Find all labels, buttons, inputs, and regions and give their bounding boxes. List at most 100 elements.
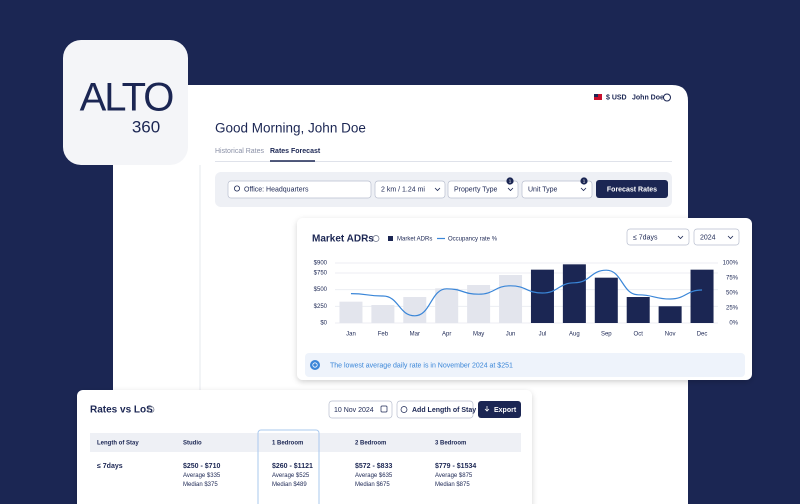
rate-average: Average $875 bbox=[435, 473, 473, 479]
help-icon[interactable] bbox=[372, 235, 380, 242]
location-value: Office: Headquarters bbox=[244, 186, 309, 193]
rates-title: Rates vs LoS bbox=[90, 405, 153, 416]
column-header: 2 Bedroom bbox=[355, 441, 386, 447]
stay-select[interactable] bbox=[626, 228, 690, 246]
forecast-button[interactable] bbox=[596, 180, 668, 198]
x-tick-label: Feb bbox=[378, 332, 389, 338]
rate-average: Average $335 bbox=[183, 473, 221, 479]
legend-swatch bbox=[388, 236, 393, 241]
logo-suffix: 360 bbox=[132, 117, 160, 136]
logout-icon[interactable] bbox=[663, 93, 671, 102]
export-icon bbox=[484, 406, 490, 412]
badge-count: 1 bbox=[509, 178, 512, 183]
pin-icon bbox=[233, 185, 240, 192]
y2-tick-label: 0% bbox=[729, 321, 738, 327]
tab-active[interactable]: Rates Forecast bbox=[270, 148, 321, 155]
currency[interactable]: $ USD bbox=[606, 94, 627, 101]
bar bbox=[499, 275, 523, 323]
legend-label: Occupancy rate % bbox=[448, 237, 498, 243]
info-text: The lowest average daily rate is in Nove… bbox=[330, 362, 513, 369]
info-bar bbox=[305, 353, 745, 377]
column-header: 3 Bedroom bbox=[435, 441, 466, 447]
rate-median: Median $375 bbox=[183, 482, 218, 488]
x-tick-label: Jan bbox=[346, 332, 356, 338]
calendar-icon bbox=[380, 405, 388, 413]
y-tick-label: $750 bbox=[314, 271, 328, 277]
year-select[interactable] bbox=[693, 228, 740, 246]
bar bbox=[562, 264, 586, 323]
chevron bbox=[677, 235, 684, 240]
export-label: Export bbox=[494, 407, 517, 414]
x-tick-label: Nov bbox=[665, 332, 676, 338]
column-header: 1 Bedroom bbox=[272, 441, 303, 447]
x-tick-label: Aug bbox=[569, 332, 580, 338]
x-tick-label: Dec bbox=[697, 332, 708, 338]
rate-median: Median $489 bbox=[272, 482, 307, 488]
rate-range: $572 - $833 bbox=[355, 463, 392, 470]
bar bbox=[467, 285, 491, 323]
chart-card bbox=[297, 218, 752, 380]
date-value: 10 Nov 2024 bbox=[334, 407, 374, 414]
bar bbox=[690, 269, 714, 323]
y2-tick-label: 100% bbox=[723, 261, 739, 267]
legend-label: Market ADRs bbox=[397, 237, 432, 243]
export-button[interactable] bbox=[478, 401, 521, 418]
column-header: Length of Stay bbox=[97, 441, 139, 447]
x-tick-label: May bbox=[473, 332, 484, 338]
x-tick-label: Sep bbox=[601, 332, 612, 338]
highlight-column bbox=[257, 429, 320, 504]
bar bbox=[339, 301, 363, 323]
bar bbox=[626, 297, 650, 323]
chevron bbox=[727, 235, 734, 240]
tab[interactable]: Historical Rates bbox=[215, 148, 265, 155]
table-header bbox=[90, 433, 521, 452]
info-icon-inner bbox=[312, 362, 318, 368]
bar bbox=[403, 297, 427, 323]
plus-icon bbox=[400, 406, 408, 413]
radius-select[interactable] bbox=[374, 180, 446, 199]
add-los-button[interactable] bbox=[396, 400, 474, 419]
x-tick-label: Apr bbox=[442, 332, 451, 338]
y2-tick-label: 50% bbox=[726, 291, 739, 297]
y-tick-label: $500 bbox=[314, 287, 328, 293]
badge bbox=[580, 177, 588, 185]
occupancy-line bbox=[350, 269, 703, 317]
x-tick-label: Mar bbox=[410, 332, 420, 338]
bar bbox=[435, 288, 459, 323]
y-tick-label: $250 bbox=[314, 304, 328, 310]
x-tick-label: Jun bbox=[506, 332, 516, 338]
y-tick-label: $0 bbox=[320, 321, 327, 327]
logo-wordmark: ALTO bbox=[80, 76, 174, 120]
chevron bbox=[580, 187, 587, 192]
bar bbox=[594, 277, 618, 323]
rate-range: $779 - $1534 bbox=[435, 463, 476, 470]
bar bbox=[530, 269, 554, 323]
chevron bbox=[434, 187, 441, 192]
year-select-value: 2024 bbox=[700, 234, 716, 241]
unit-type-select[interactable] bbox=[521, 180, 593, 199]
rate-range: $250 - $710 bbox=[183, 463, 220, 470]
user-name[interactable]: John Doe bbox=[632, 94, 664, 101]
chevron bbox=[507, 187, 514, 192]
y2-tick-label: 75% bbox=[726, 276, 739, 282]
help-icon[interactable] bbox=[147, 406, 155, 413]
property-type-label: Property Type bbox=[454, 186, 498, 193]
rate-average: Average $635 bbox=[355, 473, 393, 479]
date-input[interactable] bbox=[328, 400, 393, 419]
badge-count: 1 bbox=[583, 178, 586, 183]
x-tick-label: Jul bbox=[539, 332, 547, 338]
bar bbox=[658, 306, 682, 323]
row-label: ≤ 7days bbox=[97, 463, 123, 470]
column-header: Studio bbox=[183, 441, 202, 447]
property-type-select[interactable] bbox=[447, 180, 519, 199]
rate-range: $260 - $1121 bbox=[272, 463, 313, 470]
rate-median: Median $675 bbox=[355, 482, 390, 488]
x-tick-label: Oct bbox=[634, 332, 644, 338]
info-icon bbox=[310, 360, 320, 370]
bar bbox=[371, 305, 395, 323]
forecast-button-label: Forecast Rates bbox=[607, 186, 657, 193]
y2-tick-label: 25% bbox=[726, 306, 739, 312]
location-input[interactable] bbox=[227, 180, 372, 199]
add-los-label: Add Length of Stay bbox=[412, 407, 476, 414]
